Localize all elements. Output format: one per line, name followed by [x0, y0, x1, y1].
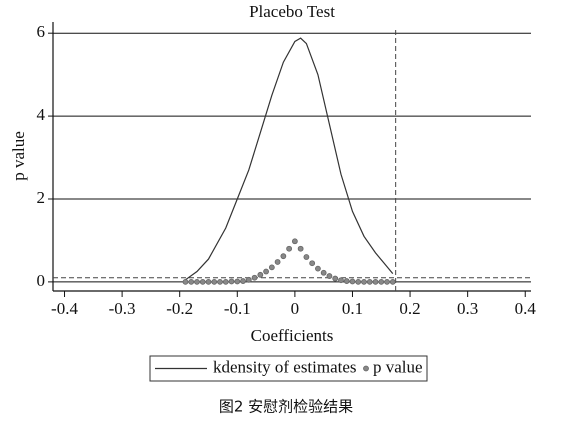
p-value-point [217, 278, 223, 285]
x-tick-label: 0 [291, 299, 300, 318]
x-tick-label: 0.1 [342, 299, 363, 318]
x-tick-label: -0.3 [109, 299, 136, 318]
p-value-point [297, 245, 304, 252]
p-value-point [240, 278, 246, 284]
p-value-point [251, 274, 258, 281]
p-value-point [338, 277, 344, 284]
p-value-point [372, 278, 379, 285]
density-line [185, 37, 394, 281]
p-value-point [234, 278, 241, 285]
p-value-point [361, 278, 367, 285]
p-value-point [211, 278, 218, 285]
p-value-point [182, 278, 189, 285]
x-tick-label: 0.4 [515, 299, 537, 318]
legend-label: p value [373, 357, 423, 376]
p-value-point [309, 260, 316, 267]
p-value-point [326, 273, 333, 279]
p-value-point [257, 271, 264, 278]
p-value-point [268, 264, 275, 271]
p-value-point [188, 278, 195, 285]
x-tick-label: -0.4 [51, 299, 78, 318]
x-axis-label: Coefficients [251, 326, 334, 345]
caption: 图2 安慰剂检验结果 [219, 398, 353, 416]
p-value-point [303, 254, 310, 260]
p-value-point [245, 276, 252, 283]
x-tick-label: -0.2 [166, 299, 193, 318]
p-value-point [378, 278, 385, 285]
p-value-point [355, 278, 362, 285]
p-value-point [384, 278, 390, 285]
p-value-point [291, 238, 298, 245]
legend-label: kdensity of estimates [213, 357, 357, 376]
p-value-point [205, 278, 212, 285]
p-value-point [280, 253, 287, 260]
p-value-point [263, 268, 269, 275]
y-tick-label: 4 [37, 105, 46, 124]
p-value-point [199, 278, 206, 285]
p-value-point [366, 278, 373, 285]
p-value-point [320, 269, 327, 276]
p-value-point [286, 245, 293, 252]
y-tick-label: 2 [37, 188, 46, 207]
p-value-point [332, 275, 339, 282]
chart-title: Placebo Test [249, 2, 335, 21]
p-value-point [228, 278, 235, 285]
p-value-point [389, 278, 396, 285]
p-value-point [194, 278, 200, 285]
y-tick-label: 6 [37, 22, 46, 41]
x-tick-label: 0.2 [399, 299, 420, 318]
p-value-point [222, 278, 229, 285]
legend-box [149, 355, 428, 382]
x-tick-label: -0.1 [224, 299, 251, 318]
legend-marker [363, 365, 369, 372]
y-axis-label: p value [9, 131, 28, 181]
y-tick-label: 0 [37, 271, 46, 290]
p-value-point [315, 265, 321, 272]
x-tick-label: 0.3 [457, 299, 478, 318]
p-value-point [274, 259, 281, 265]
p-value-point [343, 278, 350, 284]
p-value-point [349, 278, 356, 285]
